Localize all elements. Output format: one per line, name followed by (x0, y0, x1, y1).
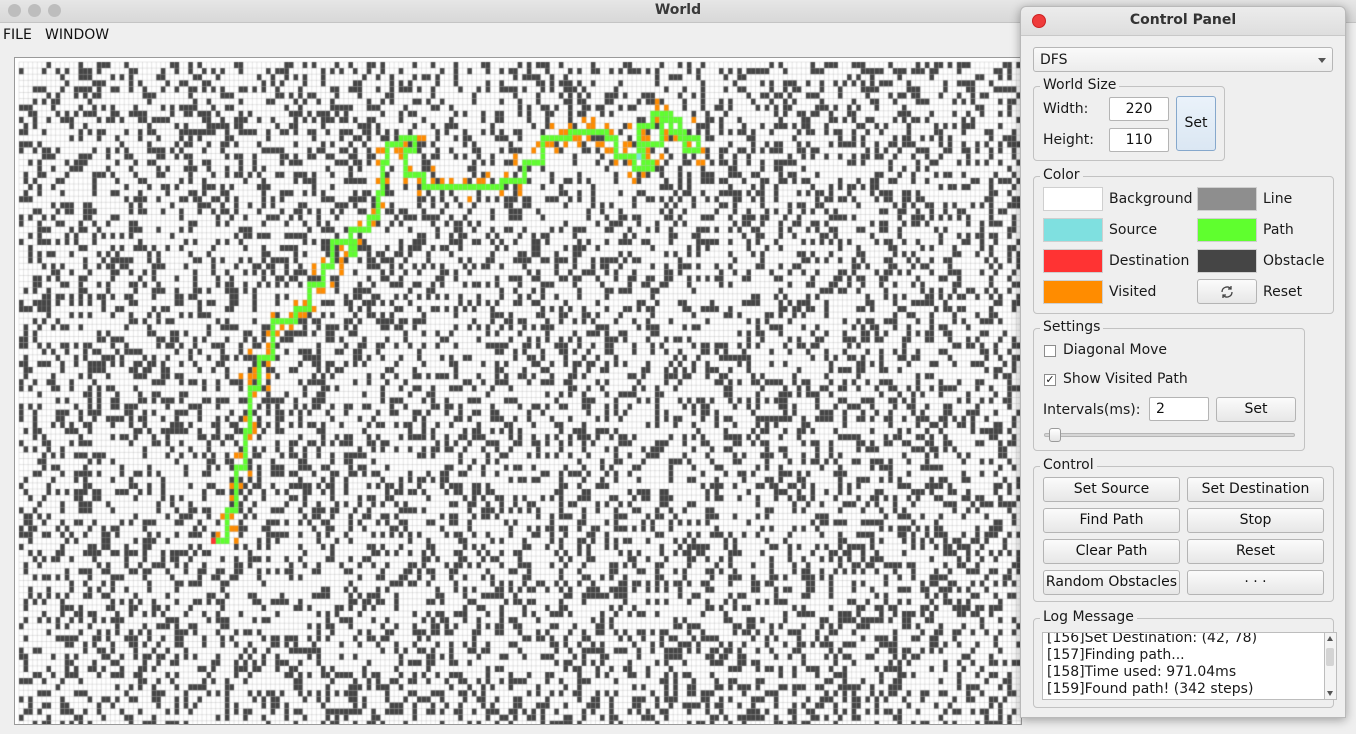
close-panel-icon[interactable] (1032, 14, 1046, 28)
world-canvas[interactable] (15, 58, 1021, 724)
width-input[interactable] (1109, 97, 1169, 121)
log-group: Log Message [156]Set Destination: (42, 7… (1033, 609, 1337, 708)
menu-file[interactable]: FILE (3, 27, 32, 43)
background-label: Background (1109, 191, 1193, 207)
log-line: [157]Finding path... (1047, 647, 1185, 663)
show-visited-label: Show Visited Path (1063, 371, 1188, 387)
path-color-swatch[interactable] (1197, 218, 1257, 242)
control-panel-titlebar: Control Panel (1021, 7, 1345, 36)
source-color-swatch[interactable] (1043, 218, 1103, 242)
background-color-swatch[interactable] (1043, 187, 1103, 211)
algorithm-select[interactable]: DFS (1033, 47, 1333, 72)
refresh-icon (1221, 286, 1233, 298)
interval-slider-track[interactable] (1044, 433, 1295, 437)
control-panel-title: Control Panel (1129, 12, 1237, 28)
control-title: Control (1040, 457, 1097, 473)
diagonal-move-checkbox[interactable] (1044, 345, 1056, 357)
destination-label: Destination (1109, 253, 1190, 269)
random-obstacles-button[interactable]: Random Obstacles (1043, 570, 1180, 595)
set-destination-button[interactable]: Set Destination (1187, 477, 1324, 502)
source-label: Source (1109, 222, 1158, 238)
close-window-icon[interactable] (8, 4, 21, 17)
control-group: Control Set Source Set Destination Find … (1033, 457, 1334, 602)
log-textarea[interactable]: [156]Set Destination: (42, 78) [157]Find… (1042, 632, 1325, 700)
show-visited-checkbox[interactable]: ✓ (1044, 373, 1056, 386)
interval-slider-handle[interactable] (1048, 428, 1061, 442)
visited-color-swatch[interactable] (1043, 280, 1103, 304)
clear-path-button[interactable]: Clear Path (1043, 539, 1180, 564)
more-button[interactable]: · · · (1187, 570, 1324, 595)
log-title: Log Message (1040, 609, 1137, 625)
visited-label: Visited (1109, 284, 1157, 300)
obstacle-label: Obstacle (1263, 253, 1325, 269)
log-line: [159]Found path! (342 steps) (1047, 681, 1254, 697)
window-title: World (654, 2, 702, 18)
settings-title: Settings (1040, 319, 1104, 335)
menu-window[interactable]: WINDOW (45, 27, 110, 43)
find-path-button[interactable]: Find Path (1043, 508, 1180, 533)
line-label: Line (1263, 191, 1293, 207)
stop-button[interactable]: Stop (1187, 508, 1324, 533)
height-label: Height: (1043, 132, 1094, 148)
path-label: Path (1263, 222, 1294, 238)
algorithm-value: DFS (1040, 52, 1068, 68)
world-grid[interactable] (14, 57, 1022, 725)
settings-group: Settings Diagonal Move ✓ Show Visited Pa… (1033, 319, 1305, 451)
color-reset-label: Reset (1263, 284, 1303, 300)
scroll-up-icon[interactable] (1327, 636, 1333, 641)
chevron-down-icon (1318, 58, 1326, 63)
control-panel: Control Panel DFS World Size Width: Heig… (1020, 6, 1346, 718)
log-scrollbar[interactable] (1325, 632, 1337, 700)
maximize-window-icon[interactable] (48, 4, 61, 17)
destination-color-swatch[interactable] (1043, 249, 1103, 273)
color-reset-button[interactable] (1197, 279, 1257, 304)
interval-set-button[interactable]: Set (1216, 397, 1296, 422)
interval-input[interactable] (1149, 397, 1209, 421)
color-title: Color (1040, 167, 1083, 183)
reset-button[interactable]: Reset (1187, 539, 1324, 564)
world-titlebar: World (0, 0, 1356, 23)
width-label: Width: (1043, 101, 1089, 117)
world-size-title: World Size (1040, 77, 1120, 93)
line-color-swatch[interactable] (1197, 187, 1257, 211)
color-group: Color Background Line Source Path Destin… (1033, 167, 1334, 314)
log-line: [156]Set Destination: (42, 78) (1047, 632, 1258, 646)
interval-label: Intervals(ms): (1043, 402, 1141, 418)
set-source-button[interactable]: Set Source (1043, 477, 1180, 502)
obstacle-color-swatch[interactable] (1197, 249, 1257, 273)
diagonal-move-label: Diagonal Move (1063, 342, 1168, 358)
scroll-down-icon[interactable] (1327, 691, 1333, 696)
height-input[interactable] (1109, 128, 1169, 152)
world-size-set-button[interactable]: Set (1176, 96, 1216, 151)
world-size-group: World Size Width: Height: Set (1033, 77, 1225, 161)
scroll-thumb[interactable] (1326, 648, 1334, 666)
minimize-window-icon[interactable] (28, 4, 41, 17)
log-line: [158]Time used: 971.04ms (1047, 664, 1237, 680)
